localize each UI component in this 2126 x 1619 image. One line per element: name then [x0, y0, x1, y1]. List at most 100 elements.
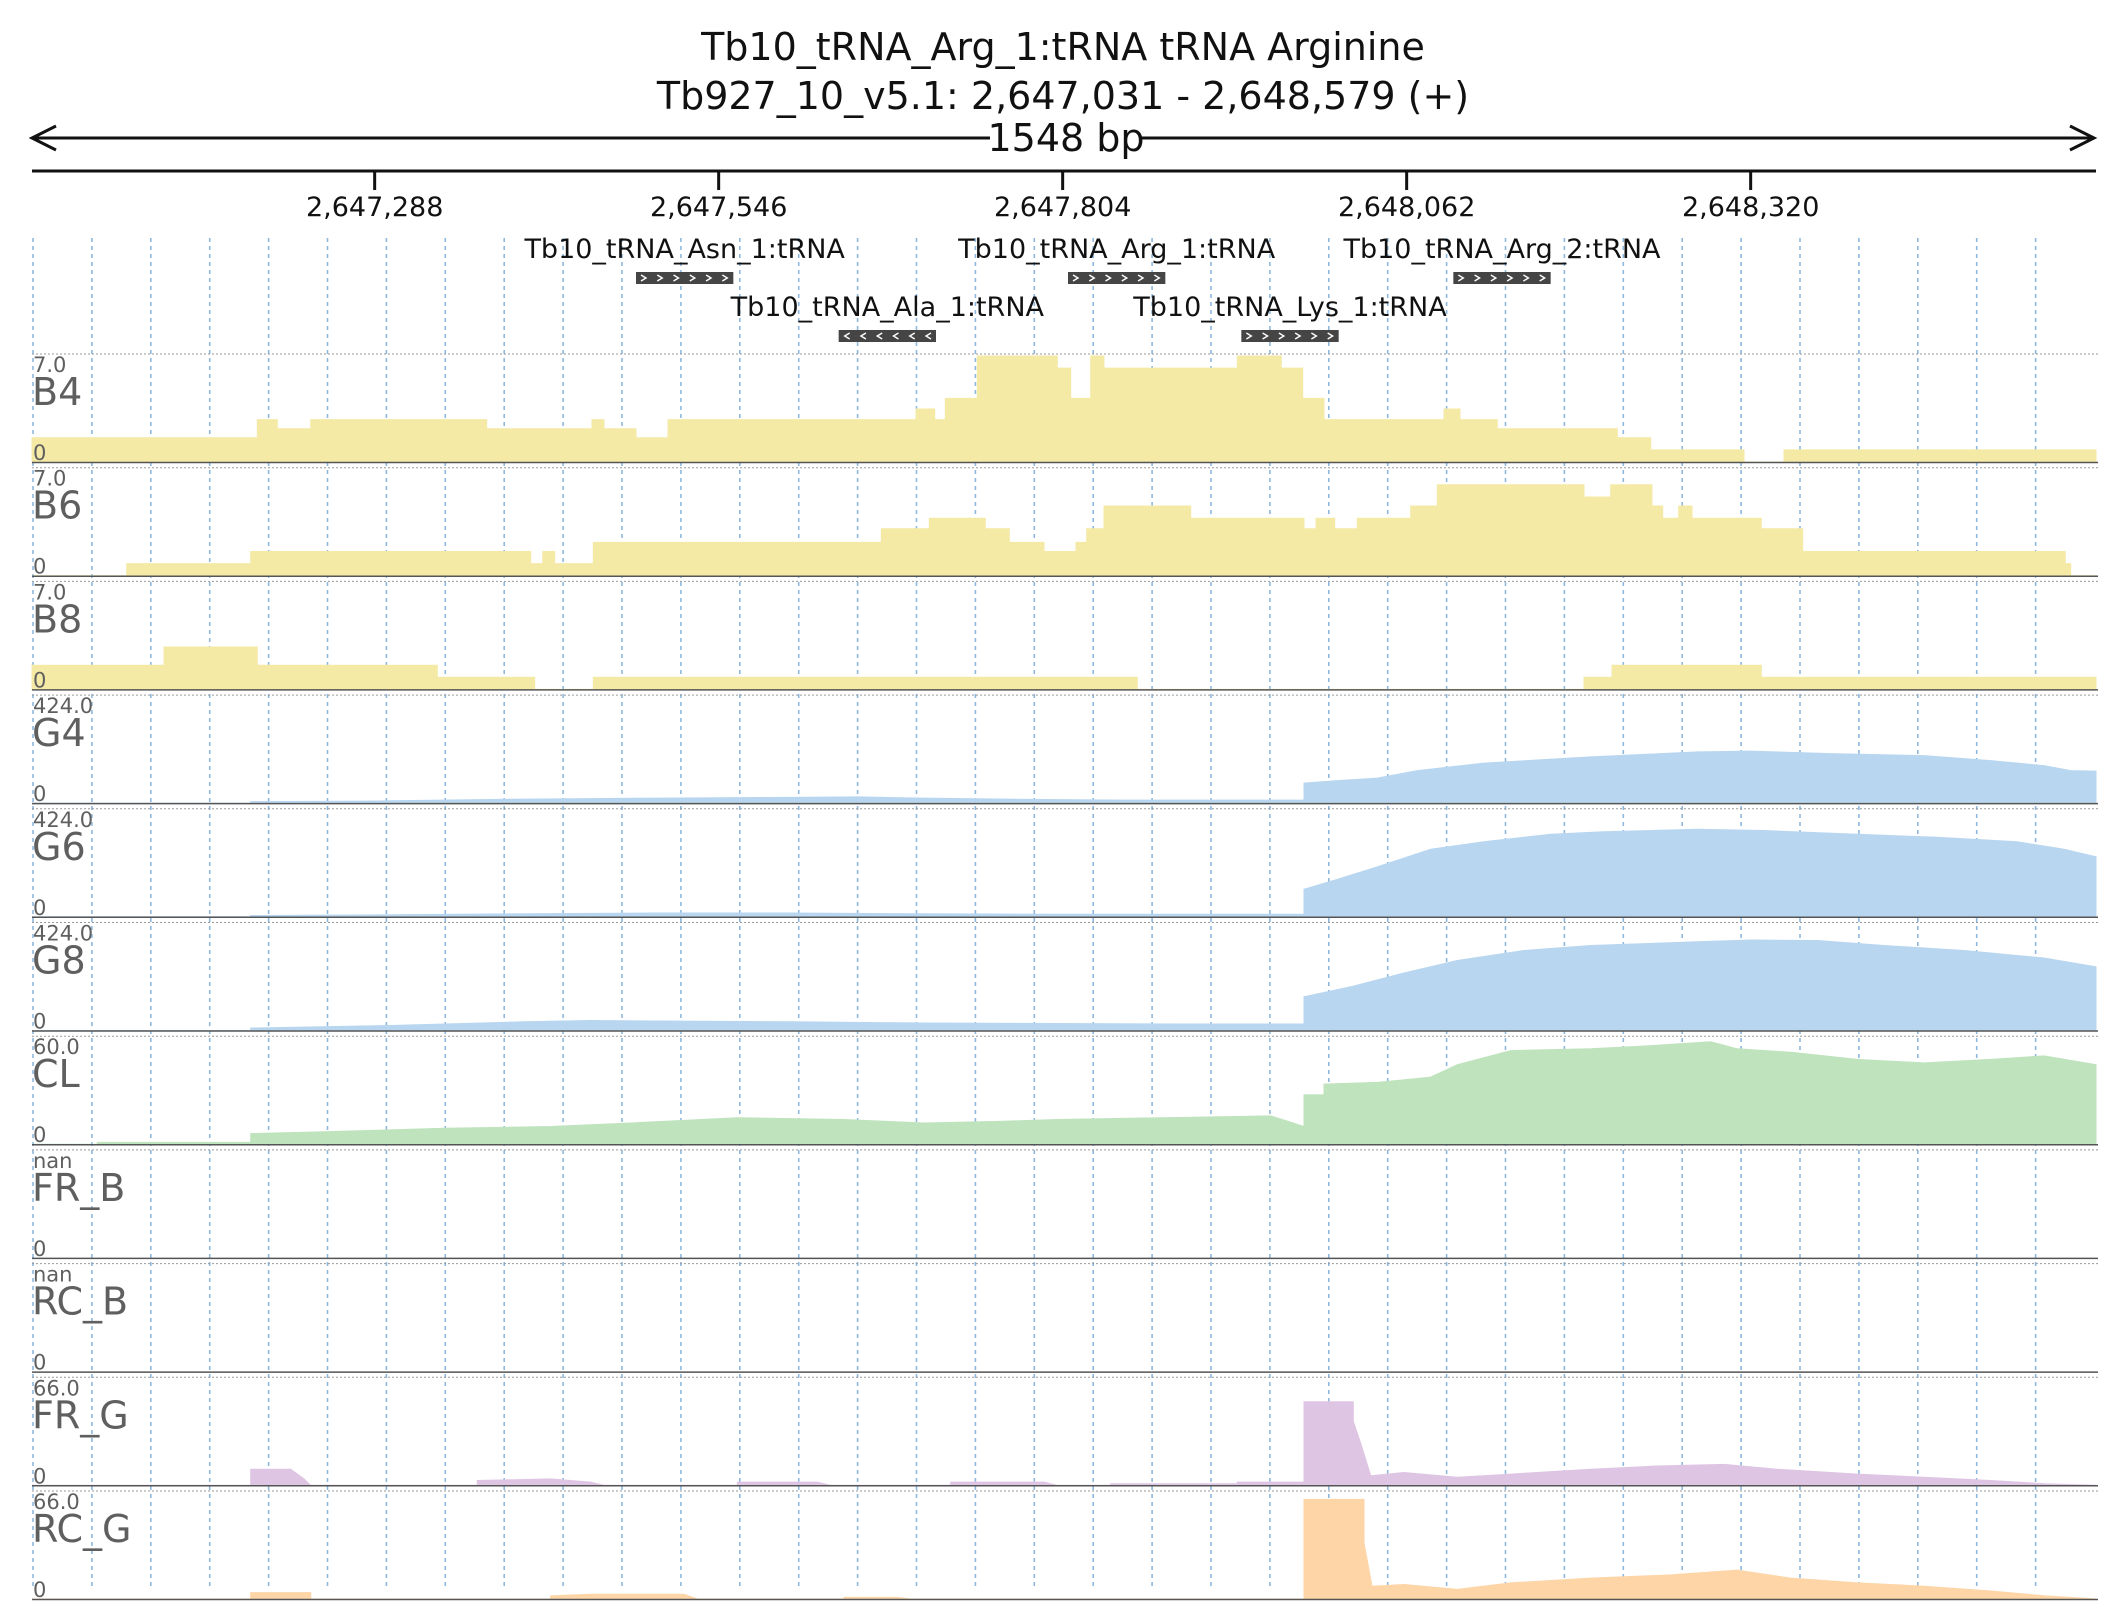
feature-label: Tb10_tRNA_Ala_1:tRNA [730, 292, 1045, 323]
track-name: CL [32, 1052, 80, 1096]
strand-chevron [1137, 274, 1145, 282]
track-signal-area [32, 484, 2096, 577]
track-rc-g: 66.0RC_G 0 [32, 1490, 2098, 1602]
track-signal-area [32, 1041, 2097, 1145]
track-min-label: 0 [33, 555, 46, 579]
span-arrow-right [2069, 124, 2098, 152]
track-name: B8 [32, 597, 82, 641]
feature-label: Tb10_tRNA_Arg_1:tRNA [957, 234, 1276, 265]
track-min-label: 0 [33, 1464, 46, 1488]
coordinate-ruler: 2,647,288 2,647,546 2,647,804 2,648,062 2,64… [32, 169, 2096, 223]
track-b4: 7.0B4 0 [31, 353, 2098, 465]
track-fr-g: 66.0FR_G 0 [32, 1376, 2098, 1488]
track-min-label: 0 [33, 668, 46, 692]
span-indicator: 1548 bp [28, 116, 2098, 160]
track-name: FR_B [32, 1166, 125, 1210]
track-g8: 424.0G8 0 [32, 922, 2098, 1034]
track-b8: 7.0B8 0 [31, 580, 2098, 692]
feature-bar [838, 330, 936, 342]
feature-bar [1068, 272, 1166, 284]
ruler-tick-label: 2,647,546 [650, 192, 787, 223]
strand-chevron [859, 332, 867, 340]
feature-bar [1241, 330, 1339, 342]
track-name: RC_G [32, 1507, 132, 1551]
strand-chevron [705, 274, 713, 282]
strand-chevron [673, 274, 680, 282]
span-arrow-left [28, 124, 57, 152]
track-name: FR_G [32, 1393, 129, 1437]
track-max-label: 424.0 [33, 808, 93, 832]
strand-chevron [656, 274, 664, 282]
strand-chevron [1245, 332, 1253, 340]
strand-chevron [1072, 274, 1080, 282]
track-max-label: 60.0 [33, 1035, 80, 1059]
track-max-label: 66.0 [33, 1376, 80, 1400]
strand-chevron [924, 332, 932, 340]
strand-chevron [721, 274, 729, 282]
strand-chevron [1506, 274, 1514, 282]
strand-chevron [1311, 332, 1318, 340]
track-name: RC_B [32, 1280, 128, 1324]
title-line-1: Tb10_tRNA_Arg_1:tRNA tRNA Arginine [700, 25, 1425, 69]
track-min-label: 0 [33, 896, 46, 920]
feature: Tb10_tRNA_Lys_1:tRNA [1132, 292, 1447, 342]
track-signal-area [32, 828, 2097, 918]
strand-chevron [640, 274, 648, 282]
track-max-label: 424.0 [33, 694, 93, 718]
strand-chevron [1262, 332, 1269, 340]
strand-chevron [1327, 332, 1335, 340]
strand-chevron [1278, 332, 1286, 340]
strand-chevron [1105, 274, 1112, 282]
strand-chevron [1474, 274, 1481, 282]
feature-bar [1453, 272, 1551, 284]
track-max-label: nan [33, 1149, 73, 1173]
strand-chevron [1294, 332, 1302, 340]
strand-chevron [689, 274, 697, 282]
track-signal-area [32, 939, 2097, 1031]
track-signal-area [31, 646, 2097, 690]
track-min-label: 0 [33, 441, 46, 465]
ruler-tick-label: 2,647,804 [994, 192, 1131, 223]
track-signal-area [31, 355, 2097, 463]
track-max-label: 7.0 [33, 580, 66, 604]
strand-chevron [908, 332, 916, 340]
track-max-label: 7.0 [33, 353, 66, 377]
track-min-label: 0 [33, 782, 46, 806]
strand-chevron [1153, 274, 1161, 282]
strand-chevron [1539, 274, 1547, 282]
strand-chevron [1457, 274, 1465, 282]
strand-chevron [875, 332, 883, 340]
feature: Tb10_tRNA_Ala_1:tRNA [730, 292, 1045, 342]
track-signal-area [32, 1401, 2097, 1486]
track-max-label: nan [33, 1263, 73, 1287]
track-cl: 60.0CL 0 [32, 1035, 2098, 1147]
strand-chevron [843, 332, 851, 340]
track-min-label: 0 [33, 1578, 46, 1602]
track-name: G6 [32, 825, 86, 869]
strand-chevron [1490, 274, 1498, 282]
track-min-label: 0 [33, 1351, 46, 1375]
track-b6: 7.0B6 0 [32, 467, 2098, 579]
track-max-label: 424.0 [33, 922, 93, 946]
track-name: G8 [32, 939, 86, 983]
feature-bar [636, 272, 734, 284]
ruler-tick-label: 2,647,288 [306, 192, 443, 223]
title-line-2: Tb927_10_v5.1: 2,647,031 - 2,648,579 (+) [656, 74, 1469, 118]
feature-track: Tb10_tRNA_Asn_1:tRNA Tb10_tRNA_Arg_1:tRNA… [523, 234, 1661, 342]
track-max-label: 7.0 [33, 467, 66, 491]
track-min-label: 0 [33, 1237, 46, 1261]
ruler-tick-label: 2,648,320 [1682, 192, 1819, 223]
track-signal-area [32, 1498, 2097, 1600]
track-signal-area [32, 750, 2097, 804]
strand-chevron [1088, 274, 1096, 282]
ruler-tick-label: 2,648,062 [1338, 192, 1475, 223]
track-name: B4 [32, 370, 82, 414]
track-min-label: 0 [33, 1123, 46, 1147]
track-min-label: 0 [33, 1010, 46, 1034]
feature-label: Tb10_tRNA_Arg_2:tRNA [1342, 234, 1661, 265]
strand-chevron [1121, 274, 1129, 282]
track-name: B6 [32, 484, 82, 528]
